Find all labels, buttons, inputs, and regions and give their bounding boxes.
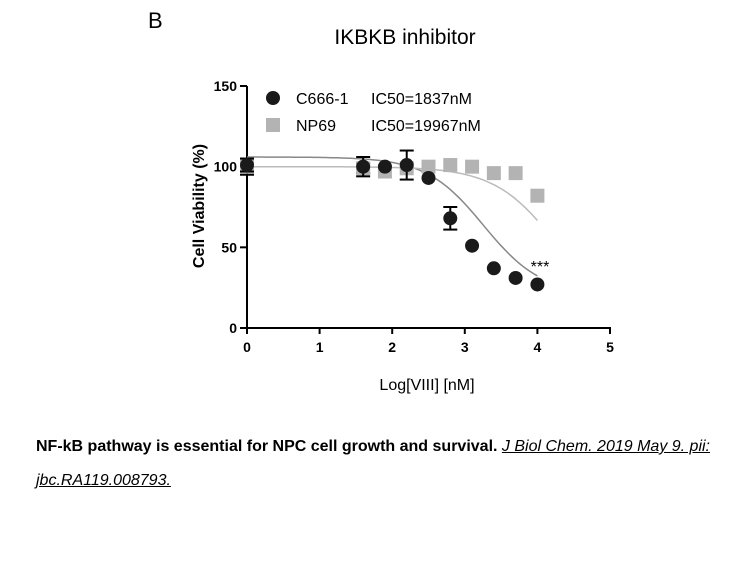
citation-link[interactable]: J Biol Chem. 2019 May 9. pii: jbc.RA119.…	[36, 438, 710, 489]
data-points	[240, 149, 545, 292]
point-c666-1	[377, 159, 392, 174]
x-tick-label: 4	[534, 339, 542, 355]
legend: C666-1 IC50=1837nM NP69 IC50=19967nM	[266, 91, 481, 135]
legend-ic50: IC50=19967nM	[371, 118, 481, 135]
fit-curves	[247, 156, 538, 277]
caption-text: NF-kB pathway is essential for NPC cell …	[36, 438, 498, 455]
legend-series-name: NP69	[296, 118, 336, 135]
y-axis-label: Cell Viability (%)	[191, 144, 208, 268]
legend-marker-np69	[266, 118, 280, 132]
figure-caption: NF-kB pathway is essential for NPC cell …	[36, 430, 736, 498]
x-tick-label: 1	[316, 339, 324, 355]
point-np69	[421, 159, 436, 174]
point-np69	[443, 158, 458, 173]
point-np69	[465, 159, 480, 174]
panel-letter: B	[148, 8, 163, 33]
x-tick-label: 3	[461, 339, 469, 355]
point-c666-1	[530, 277, 545, 292]
point-c666-1	[240, 158, 254, 173]
x-tick-label: 5	[606, 339, 614, 355]
x-tick-label: 2	[388, 339, 396, 355]
fit-curve	[247, 156, 538, 277]
significance-annotation: ***	[531, 259, 550, 276]
point-c666-1	[508, 270, 523, 285]
point-np69	[486, 166, 501, 181]
x-axis-label: Log[VIII] [nM]	[379, 377, 474, 394]
point-np69	[508, 166, 523, 181]
point-c666-1	[421, 170, 436, 185]
point-c666-1	[399, 158, 414, 173]
y-tick-label: 50	[221, 239, 237, 255]
y-tick-label: 150	[214, 78, 238, 94]
point-np69	[530, 188, 545, 203]
point-c666-1	[486, 261, 501, 276]
point-c666-1	[443, 211, 458, 226]
legend-marker-c666-1	[266, 91, 280, 105]
legend-series-name: C666-1	[296, 91, 349, 108]
point-c666-1	[356, 159, 371, 174]
x-tick-label: 0	[243, 339, 251, 355]
y-tick-label: 100	[214, 159, 238, 175]
fit-curve	[247, 165, 538, 222]
legend-ic50: IC50=1837nM	[371, 91, 472, 108]
chart-title: IKBKB inhibitor	[334, 26, 475, 49]
point-c666-1	[465, 238, 480, 253]
y-tick-label: 0	[229, 320, 237, 336]
